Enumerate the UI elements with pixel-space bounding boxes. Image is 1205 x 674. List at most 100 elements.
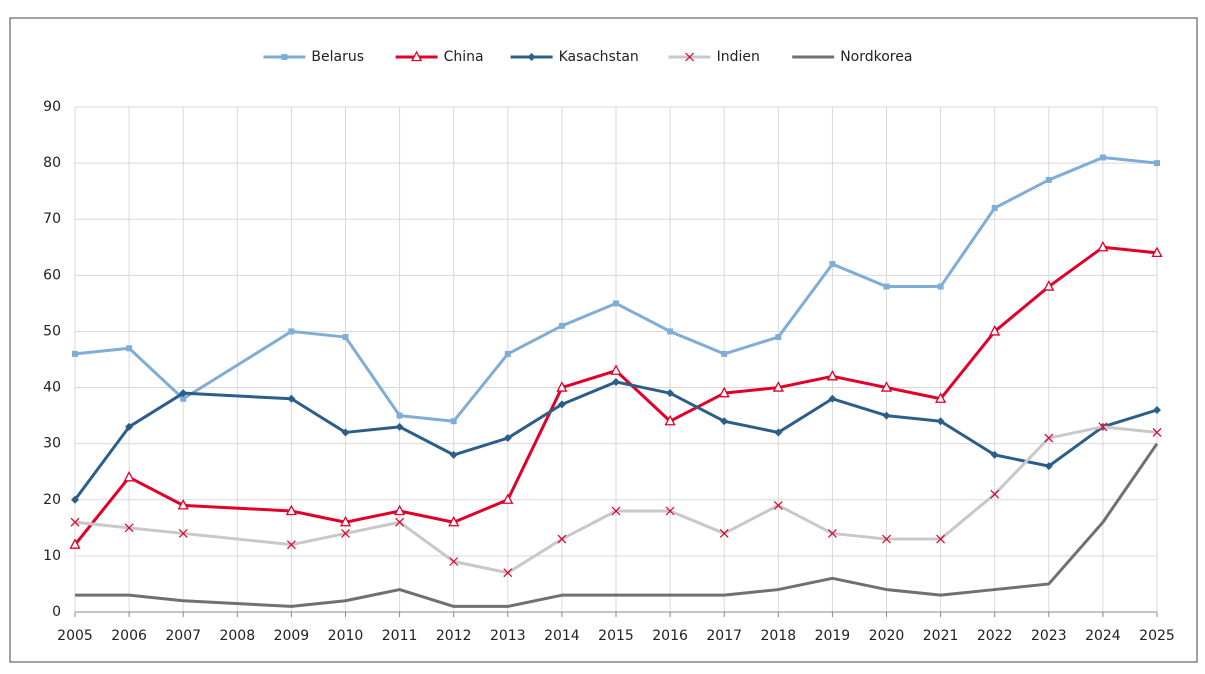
- marker: [180, 395, 187, 402]
- marker: [178, 529, 188, 538]
- marker: [1045, 176, 1052, 183]
- marker: [880, 381, 893, 392]
- y-tick-label: 70: [43, 211, 61, 227]
- series-line: [73, 245, 1158, 546]
- x-tick-label: 2022: [977, 628, 1013, 644]
- marker: [720, 417, 729, 426]
- marker: [342, 334, 349, 341]
- marker: [70, 517, 80, 527]
- marker: [774, 428, 783, 437]
- marker: [1097, 240, 1109, 252]
- x-tick-label: 2021: [923, 628, 959, 644]
- marker: [449, 557, 459, 566]
- marker: [503, 434, 512, 443]
- legend-label: Kasachstan: [559, 49, 639, 65]
- series-line: [75, 442, 1159, 608]
- marker: [285, 504, 297, 516]
- y-tick-label: 0: [52, 604, 61, 620]
- marker: [177, 498, 189, 510]
- x-tick-label: 2013: [490, 628, 526, 644]
- marker: [883, 283, 890, 290]
- x-tick-label: 2005: [57, 628, 93, 644]
- x-tick-label: 2019: [815, 628, 851, 644]
- marker: [179, 389, 188, 398]
- marker: [341, 428, 350, 437]
- marker: [1043, 280, 1055, 291]
- marker: [504, 350, 511, 357]
- series-line: [74, 156, 1158, 423]
- marker: [882, 411, 891, 420]
- marker: [666, 389, 675, 398]
- marker: [1044, 462, 1053, 471]
- marker: [126, 345, 133, 352]
- x-tick-label: 2009: [274, 628, 310, 644]
- marker: [557, 534, 567, 544]
- marker: [394, 504, 406, 516]
- y-tick-label: 20: [43, 492, 61, 508]
- marker: [611, 506, 621, 516]
- x-tick-label: 2007: [165, 628, 201, 644]
- marker: [775, 334, 782, 341]
- marker: [449, 450, 458, 459]
- marker: [396, 412, 403, 419]
- marker: [1153, 406, 1161, 414]
- marker: [667, 328, 674, 335]
- marker: [124, 523, 134, 533]
- legend-label: Indien: [717, 49, 760, 65]
- marker: [990, 489, 1000, 499]
- marker: [826, 369, 838, 381]
- x-tick-label: 2025: [1139, 628, 1175, 644]
- marker: [613, 300, 619, 307]
- marker: [827, 529, 837, 538]
- marker: [1044, 433, 1054, 443]
- marker: [829, 261, 836, 268]
- series-line: [74, 425, 1158, 575]
- legend-marker: [685, 52, 695, 62]
- y-tick-label: 50: [43, 323, 61, 339]
- y-tick-label: 80: [43, 155, 61, 171]
- marker: [450, 418, 457, 425]
- marker: [72, 350, 78, 357]
- marker: [286, 540, 296, 550]
- marker: [448, 515, 460, 527]
- marker: [503, 568, 513, 578]
- marker: [395, 517, 405, 527]
- x-tick-label: 2011: [382, 628, 418, 644]
- y-tick-label: 90: [43, 99, 61, 115]
- marker: [1098, 422, 1108, 432]
- y-tick-label: 30: [43, 436, 61, 452]
- legend-marker: [281, 54, 288, 60]
- x-tick-label: 2012: [436, 628, 472, 644]
- x-tick-label: 2024: [1085, 628, 1121, 644]
- marker: [341, 529, 350, 538]
- marker: [1099, 154, 1106, 161]
- x-tick-label: 2006: [111, 628, 147, 644]
- y-tick-label: 60: [43, 267, 61, 283]
- marker: [772, 381, 784, 392]
- y-tick-label: 10: [43, 548, 61, 564]
- marker: [665, 506, 675, 516]
- marker: [721, 350, 728, 357]
- x-tick-label: 2017: [706, 628, 742, 644]
- marker: [1152, 428, 1162, 437]
- marker: [718, 386, 730, 398]
- chart-border: [9, 17, 1198, 663]
- legend-marker: [411, 50, 423, 62]
- x-tick-label: 2020: [869, 628, 905, 644]
- marker: [339, 515, 352, 527]
- legend-label: Nordkorea: [840, 49, 912, 65]
- legend-label: China: [444, 49, 484, 65]
- marker: [937, 283, 944, 290]
- x-tick-label: 2008: [219, 628, 255, 644]
- marker: [612, 377, 620, 386]
- x-tick-label: 2015: [598, 628, 634, 644]
- marker: [719, 529, 729, 538]
- series-line: [73, 380, 1158, 501]
- marker: [936, 417, 945, 426]
- marker: [558, 322, 565, 329]
- marker: [287, 394, 296, 403]
- x-tick-label: 2010: [328, 628, 364, 644]
- marker: [71, 495, 79, 504]
- marker: [125, 422, 134, 431]
